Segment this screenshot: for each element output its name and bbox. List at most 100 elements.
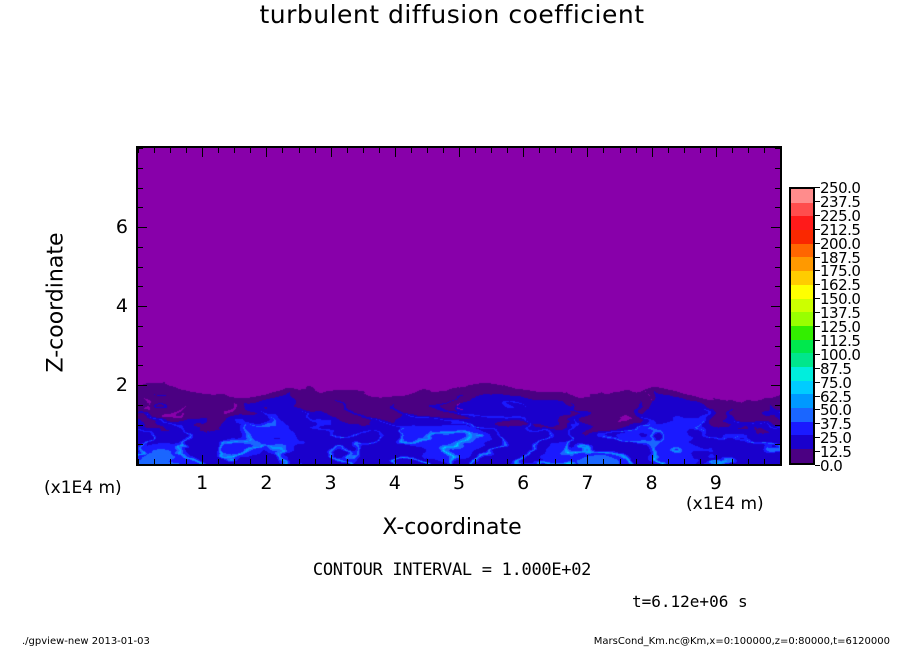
axis-tick — [138, 148, 139, 153]
axis-tick — [427, 459, 428, 464]
axis-tick — [775, 464, 780, 465]
axis-tick — [299, 459, 300, 464]
axis-tick — [218, 148, 219, 153]
axis-tick — [250, 148, 251, 153]
colorbar-label: 50.0 — [820, 401, 852, 420]
colorbar-band — [791, 243, 813, 258]
axis-tick — [347, 148, 348, 153]
colorbar-tick — [815, 423, 820, 425]
axis-tick — [138, 385, 147, 386]
colorbar-tick — [815, 298, 820, 300]
axis-tick — [315, 148, 316, 153]
x-tick-label: 1 — [196, 472, 209, 494]
colorbar-label: 150.0 — [820, 290, 861, 309]
colorbar-band — [791, 435, 813, 450]
axis-tick — [684, 148, 685, 153]
axis-tick — [775, 286, 780, 287]
axis-tick — [234, 148, 235, 153]
axis-tick — [266, 455, 267, 464]
colorbar-band — [791, 284, 813, 299]
x-tick-label: 2 — [260, 472, 273, 494]
axis-tick — [395, 455, 396, 464]
axis-tick — [732, 148, 733, 153]
axis-tick — [315, 459, 316, 464]
axis-tick — [138, 247, 143, 248]
colorbar-tick — [815, 270, 820, 272]
axis-tick — [775, 326, 780, 327]
axis-tick — [138, 168, 143, 169]
axis-tick — [411, 148, 412, 153]
axis-tick — [443, 459, 444, 464]
colorbar-label: 25.0 — [820, 429, 852, 448]
plot-area — [136, 146, 782, 466]
colorbar-label: 75.0 — [820, 373, 852, 392]
axis-tick — [775, 444, 780, 445]
page-title: turbulent diffusion coefficient — [259, 0, 645, 29]
colorbar-label: 0.0 — [820, 457, 843, 475]
axis-tick — [202, 148, 203, 157]
axis-tick — [668, 148, 669, 153]
axis-tick — [700, 459, 701, 464]
colorbar-tick — [815, 200, 820, 202]
axis-tick — [138, 365, 143, 366]
axis-tick — [539, 459, 540, 464]
axis-tick — [186, 459, 187, 464]
axis-tick — [379, 459, 380, 464]
axis-tick — [603, 459, 604, 464]
colorbar-band — [791, 408, 813, 422]
axis-tick — [571, 148, 572, 153]
colorbar — [789, 187, 815, 465]
x-tick-label: 3 — [324, 472, 337, 494]
colorbar-band — [791, 421, 813, 436]
axis-tick — [331, 148, 332, 157]
colorbar-tick — [815, 465, 820, 466]
colorbar-band — [791, 339, 813, 354]
axis-tick — [764, 148, 765, 153]
y-tick-label: 2 — [115, 374, 128, 396]
axis-tick — [299, 148, 300, 153]
axis-tick — [668, 459, 669, 464]
axis-tick — [748, 148, 749, 153]
colorbar-band — [791, 202, 813, 217]
axis-tick — [138, 346, 143, 347]
axis-tick — [379, 148, 380, 153]
axis-tick — [202, 455, 203, 464]
colorbar-band — [791, 380, 813, 395]
axis-tick — [138, 148, 143, 149]
x-axis-unit: (x1E4 m) — [686, 494, 764, 514]
colorbar-label: 87.5 — [820, 359, 852, 378]
colorbar-label: 37.5 — [820, 415, 852, 434]
axis-tick — [138, 207, 143, 208]
colorbar-band — [791, 189, 813, 203]
colorbar-tick — [815, 256, 820, 258]
axis-tick — [748, 459, 749, 464]
axis-tick — [603, 148, 604, 153]
colorbar-tick — [815, 339, 820, 341]
axis-tick — [234, 459, 235, 464]
axis-tick — [507, 148, 508, 153]
axis-tick — [780, 459, 781, 464]
colorbar-tick — [815, 451, 820, 453]
colorbar-tick — [815, 395, 820, 397]
colorbar-label: 12.5 — [820, 443, 852, 462]
colorbar-tick — [815, 353, 820, 355]
axis-tick — [539, 148, 540, 153]
axis-tick — [138, 464, 143, 465]
y-tick-label: 6 — [115, 216, 128, 238]
colorbar-band — [791, 325, 813, 340]
axis-tick — [138, 459, 139, 464]
colorbar-tick — [815, 187, 820, 188]
colorbar-tick — [815, 409, 820, 411]
axis-tick — [138, 444, 143, 445]
colorbar-band — [791, 230, 813, 244]
colorbar-label: 62.5 — [820, 387, 852, 406]
axis-tick — [459, 148, 460, 157]
axis-tick — [636, 148, 637, 153]
colorbar-tick — [815, 284, 820, 286]
colorbar-label: 237.5 — [820, 192, 861, 211]
axis-tick — [652, 455, 653, 464]
footer-command: ./gpview-new 2013-01-03 — [22, 636, 150, 647]
axis-tick — [363, 148, 364, 153]
footer-datasource: MarsCond_Km.nc@Km,x=0:100000,z=0:80000,t… — [593, 636, 890, 647]
axis-tick — [732, 459, 733, 464]
